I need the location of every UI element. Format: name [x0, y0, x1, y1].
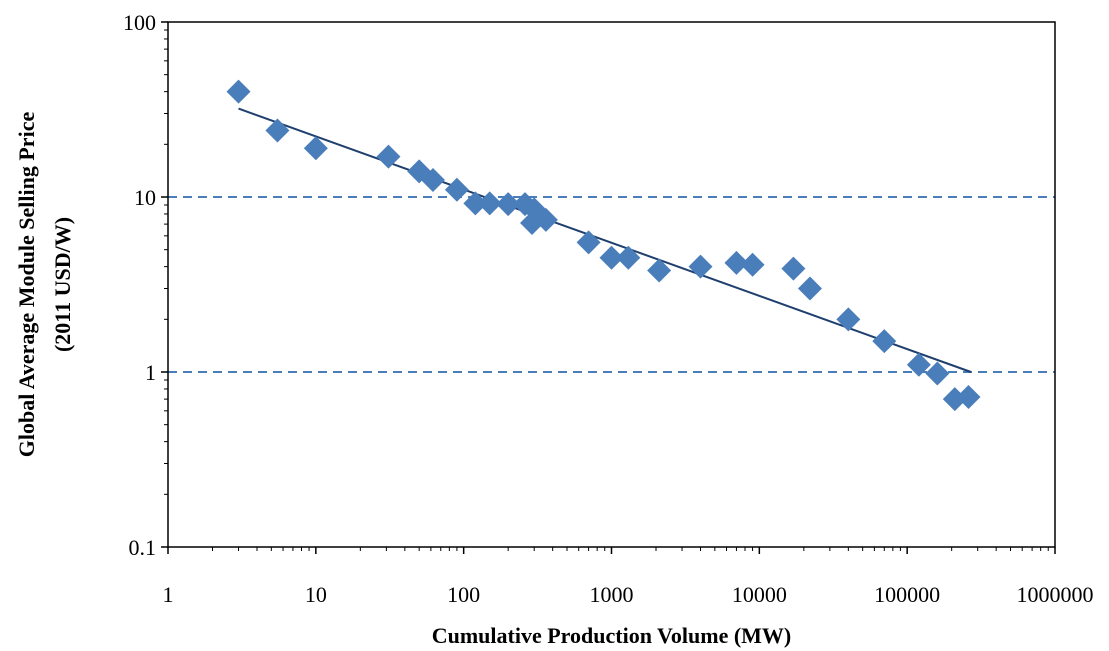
y-tick-label: 0.1: [129, 535, 157, 560]
data-points: [226, 79, 981, 412]
data-point: [797, 276, 822, 301]
data-point: [477, 191, 502, 216]
x-axis-title: Cumulative Production Volume (MW): [432, 623, 792, 648]
data-point: [781, 256, 806, 281]
data-point: [420, 168, 445, 193]
x-tick-label: 1000: [590, 582, 634, 607]
data-point: [599, 245, 624, 270]
y-axis-title-line1: Global Average Module Selling Price: [14, 112, 39, 458]
data-point: [724, 250, 749, 275]
plot-area-frame: [167, 21, 1056, 548]
data-point: [463, 191, 488, 216]
x-tick-label: 10: [305, 582, 327, 607]
y-axis-title-line2: (2011 USD/W): [50, 217, 75, 352]
data-point: [616, 245, 641, 270]
data-point: [906, 352, 931, 377]
reference-lines: [168, 196, 1055, 373]
data-point: [647, 258, 672, 283]
x-tick-label: 10000: [732, 582, 787, 607]
data-point: [303, 136, 328, 161]
data-point: [688, 254, 713, 279]
data-point: [226, 79, 251, 104]
y-tick-label: 100: [123, 10, 156, 35]
x-tick-label: 100: [447, 582, 480, 607]
data-point: [444, 177, 469, 202]
data-point: [956, 384, 981, 409]
y-axis: 0.1 1 10 100: [123, 10, 168, 560]
trendline-group: [238, 107, 972, 373]
data-point: [925, 361, 950, 386]
y-tick-label: 1: [145, 360, 156, 385]
x-tick-label: 1: [163, 582, 174, 607]
x-axis: 1 10 100 1000 10000 100000 1000000: [163, 547, 1094, 607]
data-point: [533, 207, 558, 232]
data-point: [872, 329, 897, 354]
x-tick-label: 100000: [874, 582, 940, 607]
y-tick-label: 10: [134, 185, 156, 210]
data-point: [836, 307, 861, 332]
trendline: [238, 107, 972, 373]
x-tick-label: 1000000: [1017, 582, 1094, 607]
data-point: [376, 144, 401, 169]
data-point: [496, 192, 521, 217]
data-point: [740, 252, 765, 277]
data-point: [576, 230, 601, 255]
data-point: [265, 118, 290, 143]
